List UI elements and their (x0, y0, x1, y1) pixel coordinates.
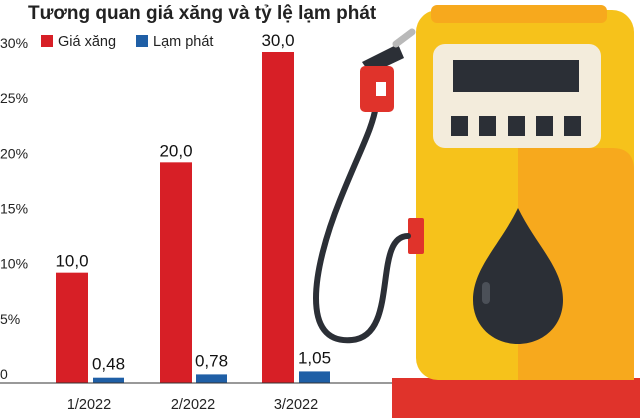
data-label-gas-price-jan: 10,0 (55, 252, 88, 271)
y-tick-label: 10% (0, 256, 28, 272)
x-tick-label-feb: 2/2022 (171, 397, 215, 413)
legend-label-gas-price: Giá xăng (58, 34, 116, 50)
legend-label-inflation: Lạm phát (153, 34, 213, 50)
bar-gas-price-mar (262, 52, 294, 383)
x-tick-label-mar: 3/2022 (274, 397, 318, 413)
data-label-gas-price-mar: 30,0 (261, 31, 294, 50)
legend: Giá xăng Lạm phát (41, 34, 213, 50)
y-tick-label: 5% (0, 311, 20, 327)
data-label-inflation-jan: 0,48 (92, 355, 125, 374)
bar-inflation-mar (299, 371, 330, 383)
y-tick-label: 15% (0, 201, 28, 217)
fuel-pump-icon (313, 5, 640, 418)
y-tick-label: 30% (0, 35, 28, 51)
chart-title: Tương quan giá xăng và tỷ lệ lạm phát (28, 3, 377, 24)
y-tick-label: 0 (0, 366, 8, 382)
y-tick-label: 25% (0, 90, 28, 106)
bar-inflation-jan (93, 377, 124, 383)
y-axis: 0 5% 10% 15% 20% 25% 30% (0, 35, 28, 382)
bar-inflation-feb (196, 374, 227, 383)
data-label-inflation-mar: 1,05 (298, 348, 331, 367)
data-label-inflation-feb: 0,78 (195, 351, 228, 370)
bar-gas-price-jan (56, 272, 88, 383)
y-tick-label: 20% (0, 145, 28, 161)
legend-swatch-inflation (136, 35, 148, 47)
legend-swatch-gas-price (41, 35, 53, 47)
x-tick-label-jan: 1/2022 (67, 397, 111, 413)
data-label-gas-price-feb: 20,0 (159, 141, 192, 160)
bar-gas-price-feb (160, 162, 192, 383)
